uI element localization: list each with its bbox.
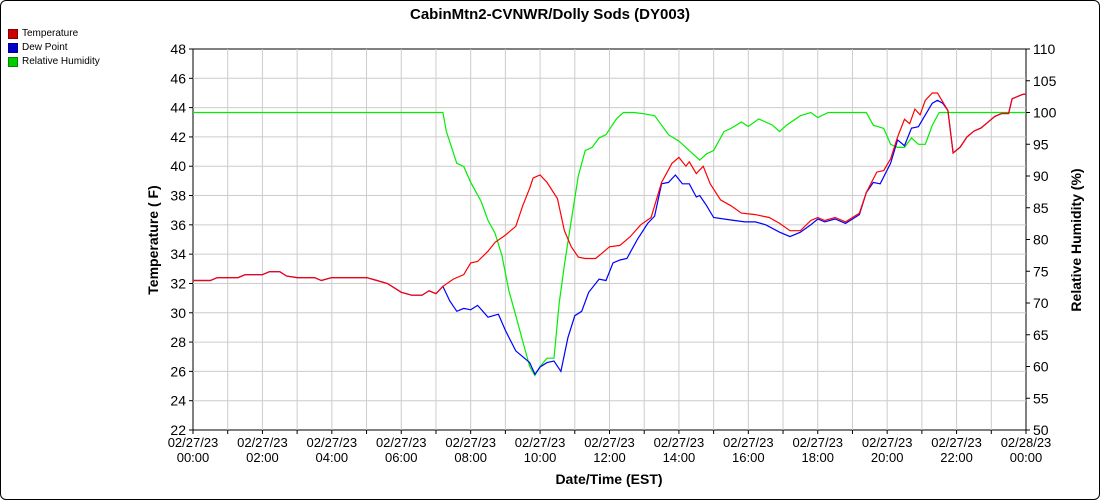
legend-swatch-dew-point: [8, 42, 18, 53]
y-tick-label: 46: [170, 70, 186, 86]
legend-item-dew-point: Dew Point: [8, 42, 68, 53]
legend-swatch-temperature: [8, 28, 18, 39]
x-tick-label-time: 22:00: [940, 450, 973, 465]
series-line-temperature: [193, 92, 1026, 296]
series-line-relative-humidity: [193, 111, 1026, 377]
x-tick-label-time: 20:00: [871, 450, 904, 465]
y-tick-label: 48: [170, 41, 186, 57]
x-tick-label-date: 02/27/23: [515, 435, 566, 450]
chart-title: CabinMtn2-CVNWR/Dolly Sods (DY003): [410, 6, 690, 23]
y2-tick-label: 110: [1033, 41, 1056, 57]
x-tick-label-time: 02:00: [246, 450, 279, 465]
x-tick-label-time: 08:00: [454, 450, 487, 465]
y-axis-label: Temperature ( F): [145, 185, 161, 294]
x-tick-label-time: 12:00: [593, 450, 626, 465]
y-axis-ticks: 22 24 26 28 30 32 34 36 38 40 42 44 46 48: [170, 41, 193, 438]
y-tick-label: 30: [170, 305, 186, 321]
y2-tick-label: 70: [1033, 295, 1049, 311]
x-tick-label-date: 02/28/23: [1001, 435, 1052, 450]
x-tick-label-date: 02/27/23: [307, 435, 358, 450]
x-axis-ticks: 02/27/2300:0002/27/2302:0002/27/2304:000…: [168, 430, 1052, 465]
y2-axis-label: Relative Humidity (%): [1068, 168, 1084, 311]
legend-item-relative-humidity: Relative Humidity: [8, 56, 100, 67]
legend-label-temperature: Temperature: [22, 28, 79, 39]
x-tick-label-date: 02/27/23: [931, 435, 982, 450]
y2-tick-label: 65: [1033, 327, 1049, 343]
x-tick-label-date: 02/27/23: [792, 435, 843, 450]
x-tick-label-date: 02/27/23: [376, 435, 427, 450]
y2-tick-label: 90: [1033, 168, 1049, 184]
x-tick-label-time: 06:00: [385, 450, 418, 465]
legend-label-relative-humidity: Relative Humidity: [22, 56, 100, 67]
x-tick-label-time: 18:00: [801, 450, 834, 465]
y-tick-label: 34: [170, 246, 186, 262]
y-tick-label: 40: [170, 158, 186, 174]
x-tick-label-date: 02/27/23: [168, 435, 219, 450]
y-tick-label: 38: [170, 188, 186, 204]
y-tick-label: 44: [170, 100, 186, 116]
x-tick-label-date: 02/27/23: [723, 435, 774, 450]
y2-tick-label: 55: [1033, 390, 1049, 406]
y2-tick-label: 100: [1033, 105, 1057, 121]
x-tick-label-date: 02/27/23: [445, 435, 496, 450]
legend-swatch-relative-humidity: [8, 56, 18, 67]
x-tick-label-date: 02/27/23: [584, 435, 635, 450]
y2-tick-label: 80: [1033, 232, 1049, 248]
y2-tick-label: 75: [1033, 263, 1049, 279]
x-tick-label-time: 10:00: [524, 450, 557, 465]
x-tick-label-time: 04:00: [316, 450, 349, 465]
y-tick-label: 26: [170, 363, 186, 379]
x-tick-label-time: 16:00: [732, 450, 765, 465]
x-tick-label-time: 14:00: [663, 450, 696, 465]
x-tick-label-date: 02/27/23: [654, 435, 705, 450]
y2-tick-label: 50: [1033, 422, 1049, 438]
x-tick-label-time: 00:00: [177, 450, 210, 465]
y-tick-label: 42: [170, 129, 186, 145]
x-tick-label-time: 00:00: [1010, 450, 1043, 465]
y-tick-label: 28: [170, 334, 186, 350]
y2-tick-label: 105: [1033, 73, 1057, 89]
y-tick-label: 36: [170, 217, 186, 233]
series-lines: [193, 92, 1026, 377]
x-tick-label-date: 02/27/23: [237, 435, 288, 450]
y-tick-label: 22: [170, 422, 186, 438]
y-tick-label: 24: [170, 393, 186, 409]
y2-tick-label: 85: [1033, 200, 1049, 216]
y2-tick-label: 60: [1033, 359, 1049, 375]
x-tick-label-date: 02/27/23: [862, 435, 913, 450]
legend-item-temperature: Temperature: [8, 28, 78, 39]
x-axis-label: Date/Time (EST): [555, 471, 662, 487]
legend-label-dew-point: Dew Point: [22, 42, 68, 53]
y2-axis-ticks: 50 55 60 65 70 75 80 85 90 95 100 105 110: [1026, 41, 1057, 438]
y-tick-label: 32: [170, 275, 186, 291]
y2-tick-label: 95: [1033, 136, 1049, 152]
